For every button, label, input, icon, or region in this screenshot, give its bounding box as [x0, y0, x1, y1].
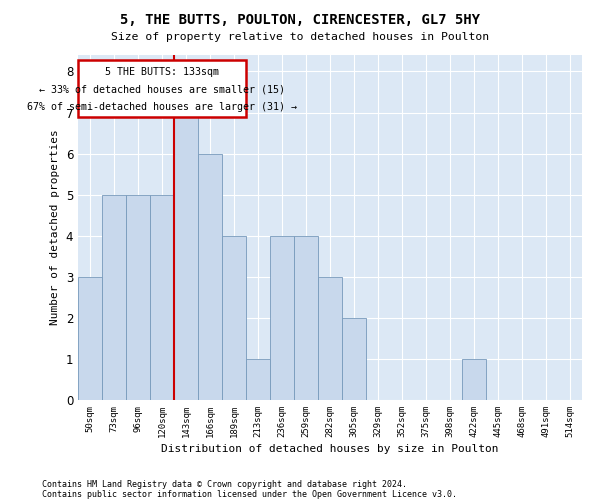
FancyBboxPatch shape [79, 60, 246, 116]
Text: 5 THE BUTTS: 133sqm: 5 THE BUTTS: 133sqm [105, 68, 219, 78]
Text: ← 33% of detached houses are smaller (15): ← 33% of detached houses are smaller (15… [39, 84, 285, 94]
Text: Size of property relative to detached houses in Poulton: Size of property relative to detached ho… [111, 32, 489, 42]
Bar [222, 236, 246, 400]
Bar [462, 359, 486, 400]
Bar [174, 112, 198, 400]
Bar [150, 194, 174, 400]
Text: Contains HM Land Registry data © Crown copyright and database right 2024.: Contains HM Land Registry data © Crown c… [42, 480, 407, 489]
Bar [318, 277, 342, 400]
Text: Contains public sector information licensed under the Open Government Licence v3: Contains public sector information licen… [42, 490, 457, 499]
Bar [126, 194, 150, 400]
Y-axis label: Number of detached properties: Number of detached properties [50, 130, 60, 326]
Bar [78, 277, 102, 400]
Bar [294, 236, 318, 400]
Text: 5, THE BUTTS, POULTON, CIRENCESTER, GL7 5HY: 5, THE BUTTS, POULTON, CIRENCESTER, GL7 … [120, 12, 480, 26]
X-axis label: Distribution of detached houses by size in Poulton: Distribution of detached houses by size … [161, 444, 499, 454]
Bar [246, 359, 270, 400]
Bar [342, 318, 366, 400]
Text: 67% of semi-detached houses are larger (31) →: 67% of semi-detached houses are larger (… [27, 102, 297, 112]
Bar [198, 154, 222, 400]
Bar [270, 236, 294, 400]
Bar [102, 194, 126, 400]
